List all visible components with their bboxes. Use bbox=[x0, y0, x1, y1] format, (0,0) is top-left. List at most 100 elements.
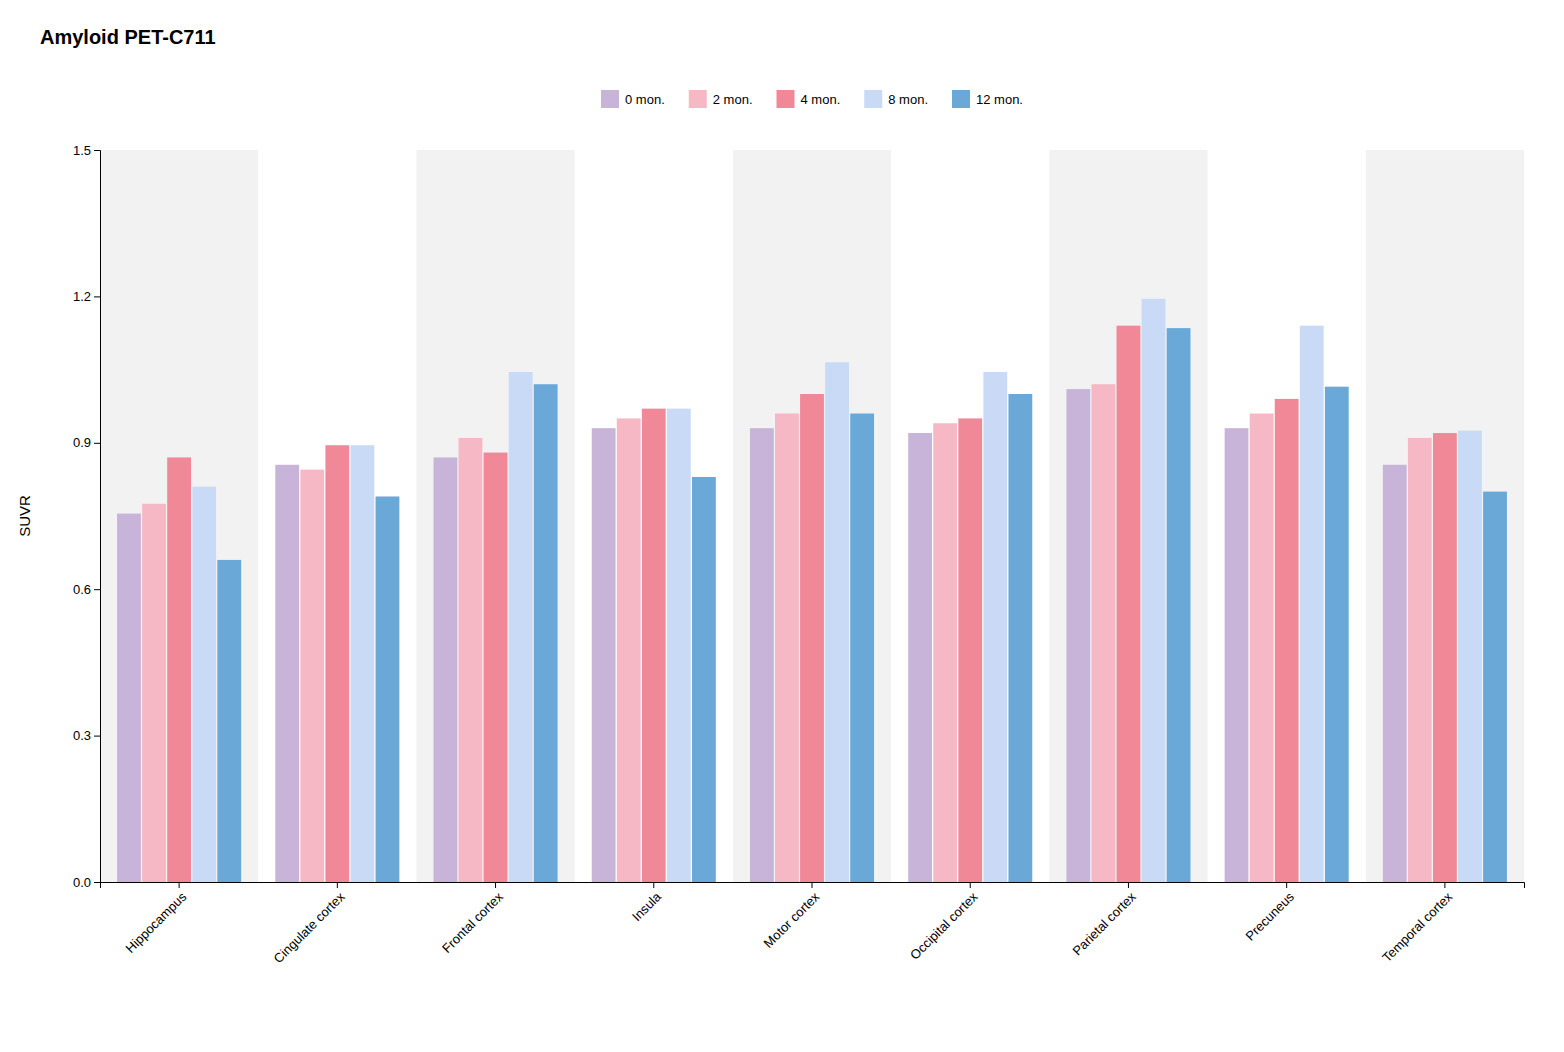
title: Amyloid PET-C711 bbox=[40, 26, 216, 48]
tick-mark bbox=[653, 882, 654, 888]
bar bbox=[1117, 326, 1141, 882]
legend-swatch bbox=[864, 90, 882, 108]
bar bbox=[1250, 414, 1274, 882]
x-axis: Hippocampus Cingulate cortex Frontal corte… bbox=[101, 882, 1525, 966]
tick: 1.2 bbox=[73, 289, 100, 304]
bar bbox=[825, 362, 849, 882]
bar bbox=[300, 470, 324, 882]
legend-item: 4 mon. bbox=[777, 90, 841, 108]
bar bbox=[325, 445, 349, 882]
legend-item: 2 mon. bbox=[689, 90, 753, 108]
bar bbox=[1383, 465, 1407, 882]
tick-mark bbox=[1286, 882, 1287, 888]
tick: 0.9 bbox=[73, 435, 100, 450]
bar bbox=[800, 394, 824, 882]
bar bbox=[509, 372, 533, 882]
tick-label: 1.2 bbox=[73, 289, 91, 304]
tick-label: Parietal cortex bbox=[1069, 889, 1139, 959]
tick-label: 0.9 bbox=[73, 435, 91, 450]
bar bbox=[534, 384, 558, 882]
chart: 0.0 0.3 0.6 0.9 1.2 1.5 Hippocampus Cingulate c… bbox=[0, 0, 1564, 1052]
y-axis-title: SUVR bbox=[16, 495, 33, 537]
bar bbox=[592, 428, 616, 882]
tick: Parietal cortex bbox=[1069, 882, 1139, 958]
tick: Temporal cortex bbox=[1379, 882, 1455, 965]
legend-label: 0 mon. bbox=[625, 92, 665, 107]
tick: Precuneus bbox=[1242, 882, 1297, 944]
axis-line bbox=[94, 151, 101, 883]
tick: Occipital cortex bbox=[907, 882, 981, 963]
group-shade bbox=[733, 150, 891, 882]
bar bbox=[617, 418, 641, 882]
tick-label: 0.0 bbox=[73, 875, 91, 890]
tick-label: Precuneus bbox=[1242, 889, 1297, 944]
tick: 1.5 bbox=[73, 143, 100, 158]
tick: 0.3 bbox=[73, 728, 100, 743]
plot: 0.0 0.3 0.6 0.9 1.2 1.5 Hippocampus Cingulate c… bbox=[73, 143, 1525, 966]
tick-mark bbox=[94, 882, 100, 883]
tick-label: Motor cortex bbox=[761, 889, 823, 951]
legend-swatch bbox=[777, 90, 795, 108]
bar-series bbox=[192, 299, 1482, 882]
tick: 0.0 bbox=[73, 875, 100, 890]
bar bbox=[958, 418, 982, 882]
group-shade bbox=[1366, 150, 1524, 882]
axis-line bbox=[101, 883, 1525, 889]
bar bbox=[1091, 384, 1115, 882]
tick-label: Frontal cortex bbox=[439, 889, 506, 956]
tick-label: Hippocampus bbox=[123, 889, 190, 956]
bar bbox=[1483, 492, 1507, 882]
tick: Cingulate cortex bbox=[271, 882, 348, 966]
tick: Motor cortex bbox=[761, 882, 823, 951]
bar bbox=[1433, 433, 1457, 882]
bar bbox=[192, 487, 216, 882]
bar bbox=[376, 496, 400, 882]
tick: Frontal cortex bbox=[439, 882, 506, 956]
bar bbox=[142, 504, 166, 882]
bar bbox=[642, 409, 666, 882]
tick-mark bbox=[337, 882, 338, 888]
legend-item: 12 mon. bbox=[952, 90, 1023, 108]
tick-label: 1.5 bbox=[73, 143, 91, 158]
group-shade bbox=[1049, 150, 1207, 882]
tick-label: Insula bbox=[629, 889, 665, 925]
bar bbox=[775, 414, 799, 882]
tick-mark bbox=[94, 589, 100, 590]
bar bbox=[434, 457, 458, 882]
bar bbox=[350, 445, 374, 882]
tick-mark bbox=[1128, 882, 1129, 888]
tick-mark bbox=[94, 443, 100, 444]
tick-label: 0.6 bbox=[73, 582, 91, 597]
tick-mark bbox=[94, 296, 100, 297]
legend-swatch bbox=[689, 90, 707, 108]
y-axis: 0.0 0.3 0.6 0.9 1.2 1.5 bbox=[73, 143, 101, 890]
tick-mark bbox=[179, 882, 180, 888]
tick: Hippocampus bbox=[123, 882, 190, 956]
bar bbox=[459, 438, 483, 882]
tick: 0.6 bbox=[73, 582, 100, 597]
bar-series bbox=[117, 389, 1407, 882]
bar bbox=[217, 560, 241, 882]
tick-label: Cingulate cortex bbox=[271, 889, 348, 966]
legend-item: 0 mon. bbox=[601, 90, 665, 108]
legend-item: 8 mon. bbox=[864, 90, 928, 108]
bar bbox=[692, 477, 716, 882]
legend-label: 12 mon. bbox=[976, 92, 1023, 107]
legend-label: 4 mon. bbox=[801, 92, 841, 107]
bar-series bbox=[217, 328, 1507, 882]
tick-mark bbox=[94, 150, 100, 151]
group-shade bbox=[416, 150, 574, 882]
legend-label: 8 mon. bbox=[888, 92, 928, 107]
bar-series bbox=[142, 384, 1432, 882]
legend: 0 mon. 2 mon. 4 mon. 8 mon. 12 mon. bbox=[601, 90, 1023, 108]
bar bbox=[667, 409, 691, 882]
tick-mark bbox=[495, 882, 496, 888]
legend-label: 2 mon. bbox=[713, 92, 753, 107]
tick-mark bbox=[812, 882, 813, 888]
bar-series bbox=[167, 326, 1457, 882]
bar bbox=[1408, 438, 1432, 882]
bar bbox=[167, 457, 191, 882]
marks bbox=[100, 150, 1524, 882]
tick-label: Occipital cortex bbox=[907, 889, 981, 963]
bar bbox=[484, 453, 508, 882]
